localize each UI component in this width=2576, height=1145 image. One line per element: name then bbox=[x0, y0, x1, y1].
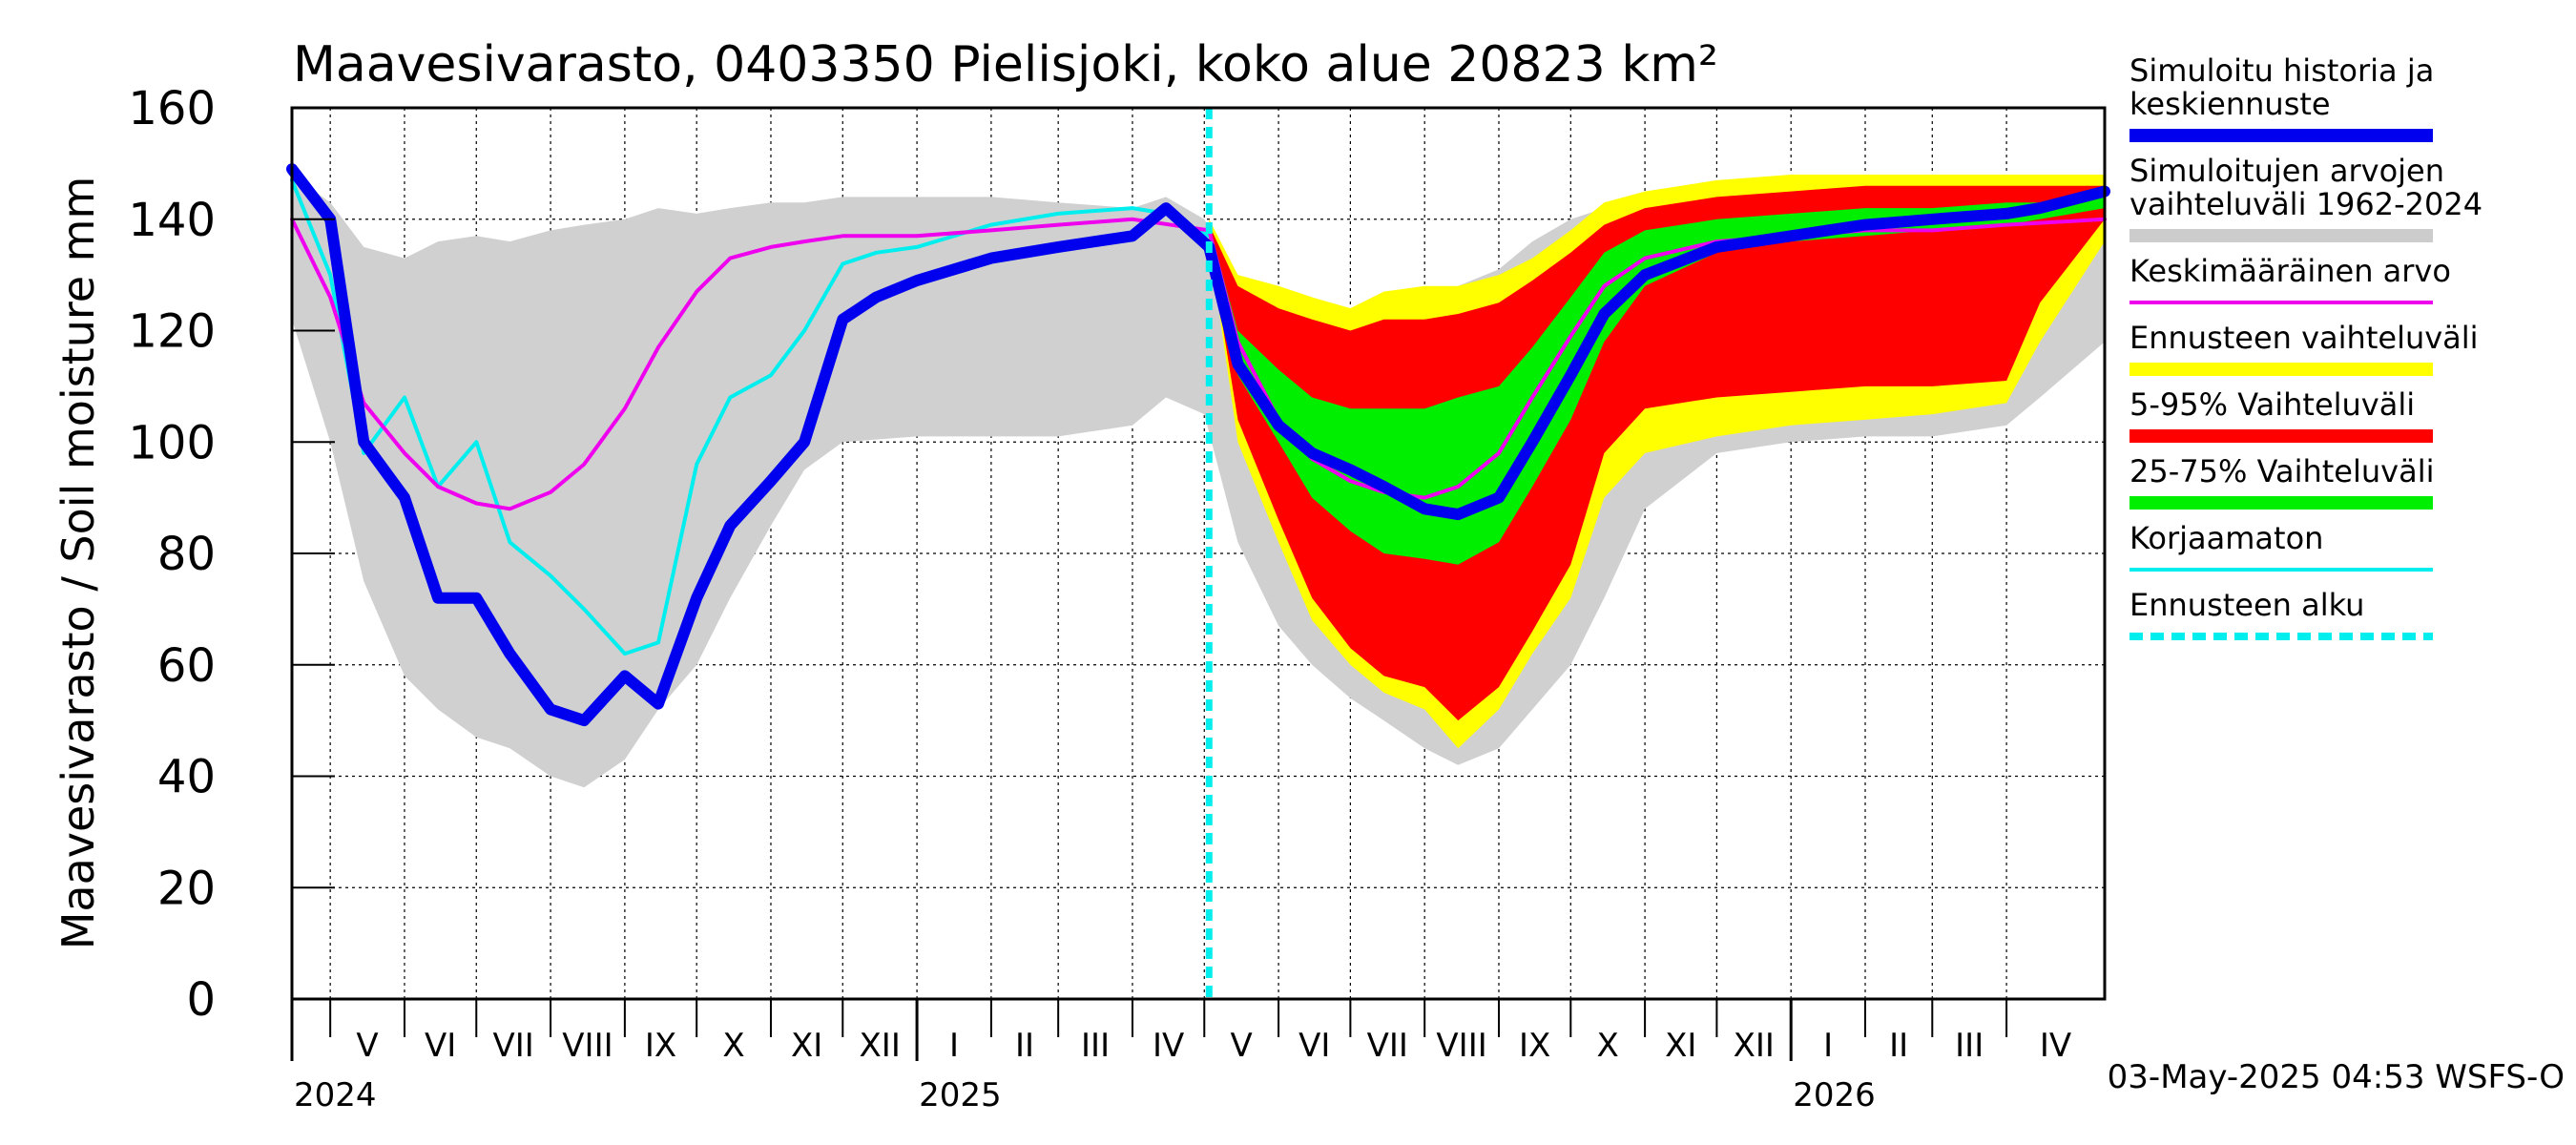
month-label: III bbox=[1081, 1027, 1110, 1065]
simulated-line bbox=[286, 163, 2110, 727]
legend-label: Ennusteen vaihteluväli bbox=[2129, 320, 2479, 356]
month-label: VII bbox=[1367, 1027, 1408, 1065]
legend: Simuloitu historia ja keskiennuste Simuloi… bbox=[2129, 52, 2483, 640]
month-label: XII bbox=[860, 1027, 901, 1065]
month-label: IV bbox=[1153, 1027, 1184, 1065]
y-tick-label: 160 bbox=[128, 82, 216, 135]
month-label: VI bbox=[425, 1027, 456, 1065]
month-label: I bbox=[949, 1027, 959, 1065]
month-label: I bbox=[1823, 1027, 1833, 1065]
legend-label: Simuloitujen arvojen vaihteluväli 1962-20… bbox=[2129, 153, 2483, 222]
month-label: II bbox=[1889, 1027, 1908, 1065]
month-label: IX bbox=[645, 1027, 676, 1065]
y-tick-label: 100 bbox=[128, 416, 216, 469]
month-label: II bbox=[1015, 1027, 1034, 1065]
plot-area bbox=[286, 106, 2110, 1001]
legend-label: Korjaamaton bbox=[2129, 520, 2323, 556]
y-tick-label: 60 bbox=[157, 639, 216, 693]
y-axis-label: Maavesivarasto / Soil moisture mm bbox=[52, 177, 104, 950]
month-label: IV bbox=[2040, 1027, 2071, 1065]
month-label: III bbox=[1955, 1027, 1984, 1065]
y-tick-label: 140 bbox=[128, 194, 216, 247]
legend-label: Keskimääräinen arvo bbox=[2129, 253, 2451, 289]
legend-label: Ennusteen alku bbox=[2129, 587, 2364, 623]
legend-label: 5-95% Vaihteluväli bbox=[2129, 386, 2415, 423]
month-label: V bbox=[1231, 1027, 1253, 1065]
lines bbox=[286, 108, 2110, 999]
month-label: XI bbox=[1665, 1027, 1696, 1065]
y-tick-label: 120 bbox=[128, 305, 216, 359]
year-label: 2025 bbox=[919, 1076, 1002, 1114]
month-label: X bbox=[722, 1027, 744, 1065]
y-tick-label: 80 bbox=[157, 528, 216, 581]
month-label: XII bbox=[1734, 1027, 1775, 1065]
uncorrected-line bbox=[290, 177, 1212, 656]
range-5-95-band bbox=[1209, 185, 2105, 721]
legend-label: 25-75% Vaihteluväli bbox=[2129, 453, 2434, 489]
month-label: VIII bbox=[1436, 1027, 1486, 1065]
bands bbox=[292, 175, 2105, 788]
chart-title: Maavesivarasto, 0403350 Pielisjoki, koko… bbox=[293, 36, 1718, 94]
mean-line bbox=[290, 217, 2107, 511]
month-label: V bbox=[356, 1027, 378, 1065]
month-label: VIII bbox=[562, 1027, 613, 1065]
month-label: X bbox=[1597, 1027, 1619, 1065]
year-label: 2024 bbox=[294, 1076, 377, 1114]
legend-label: Simuloitu historia ja keskiennuste bbox=[2129, 52, 2434, 122]
y-tick-label: 40 bbox=[157, 751, 216, 804]
footer-timestamp: 03-May-2025 04:53 WSFS-O bbox=[2108, 1058, 2565, 1096]
month-label: XI bbox=[791, 1027, 822, 1065]
month-label: VI bbox=[1298, 1027, 1330, 1065]
y-tick-label: 20 bbox=[157, 862, 216, 915]
month-label: IX bbox=[1519, 1027, 1550, 1065]
range-25-75-band bbox=[1209, 197, 2105, 565]
year-label: 2026 bbox=[1793, 1076, 1876, 1114]
y-tick-label: 0 bbox=[186, 973, 216, 1027]
month-label: VII bbox=[493, 1027, 534, 1065]
